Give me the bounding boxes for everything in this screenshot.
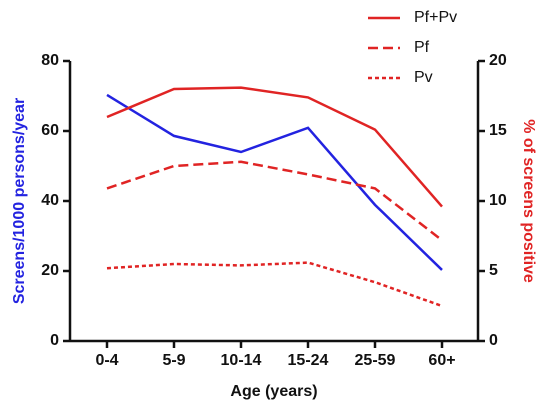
x-tick-label: 5-9	[162, 352, 185, 369]
series-line	[106, 261, 443, 308]
y2-tick-label: 15	[489, 122, 507, 139]
legend-label: Pv	[414, 69, 433, 86]
x-axis-label: Age (years)	[230, 383, 317, 400]
y2-tick-label: 10	[489, 192, 507, 209]
y-tick-label: 0	[50, 332, 59, 349]
legend-label: Pf	[414, 39, 430, 56]
y2-axis-label: % of screens positive	[520, 119, 537, 283]
series-line	[106, 93, 443, 271]
series-line	[106, 160, 443, 242]
y-axis-label: Screens/1000 persons/year	[11, 98, 28, 304]
legend-label: Pf+Pv	[414, 9, 457, 26]
y2-tick-label: 0	[489, 332, 498, 349]
y2-tick-label: 20	[489, 52, 507, 69]
x-tick-label: 10-14	[221, 352, 262, 369]
y-tick-label: 80	[41, 52, 59, 69]
x-tick-label: 60+	[428, 352, 455, 369]
y2-tick-label: 5	[489, 262, 498, 279]
y-tick-label: 40	[41, 192, 59, 209]
x-tick-label: 0-4	[95, 352, 118, 369]
series-line	[106, 86, 443, 208]
x-tick-label: 15-24	[288, 352, 329, 369]
y-tick-label: 20	[41, 262, 59, 279]
x-tick-label: 25-59	[355, 352, 396, 369]
y-tick-label: 60	[41, 122, 59, 139]
